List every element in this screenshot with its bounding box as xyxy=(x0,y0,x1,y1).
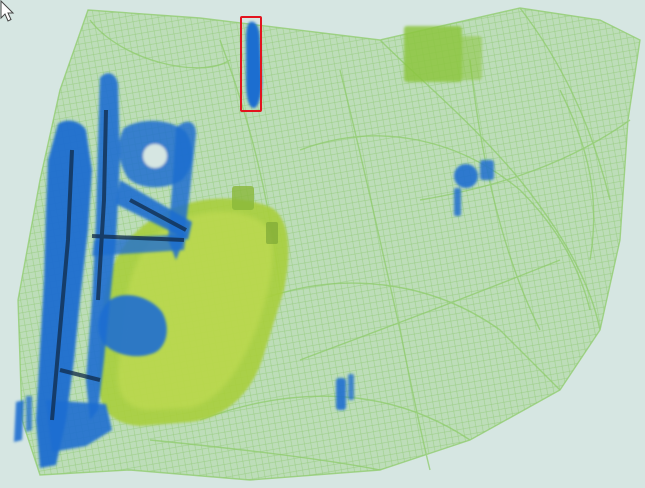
mouse-pointer-icon xyxy=(0,0,16,24)
detection-bounding-box xyxy=(240,16,262,112)
